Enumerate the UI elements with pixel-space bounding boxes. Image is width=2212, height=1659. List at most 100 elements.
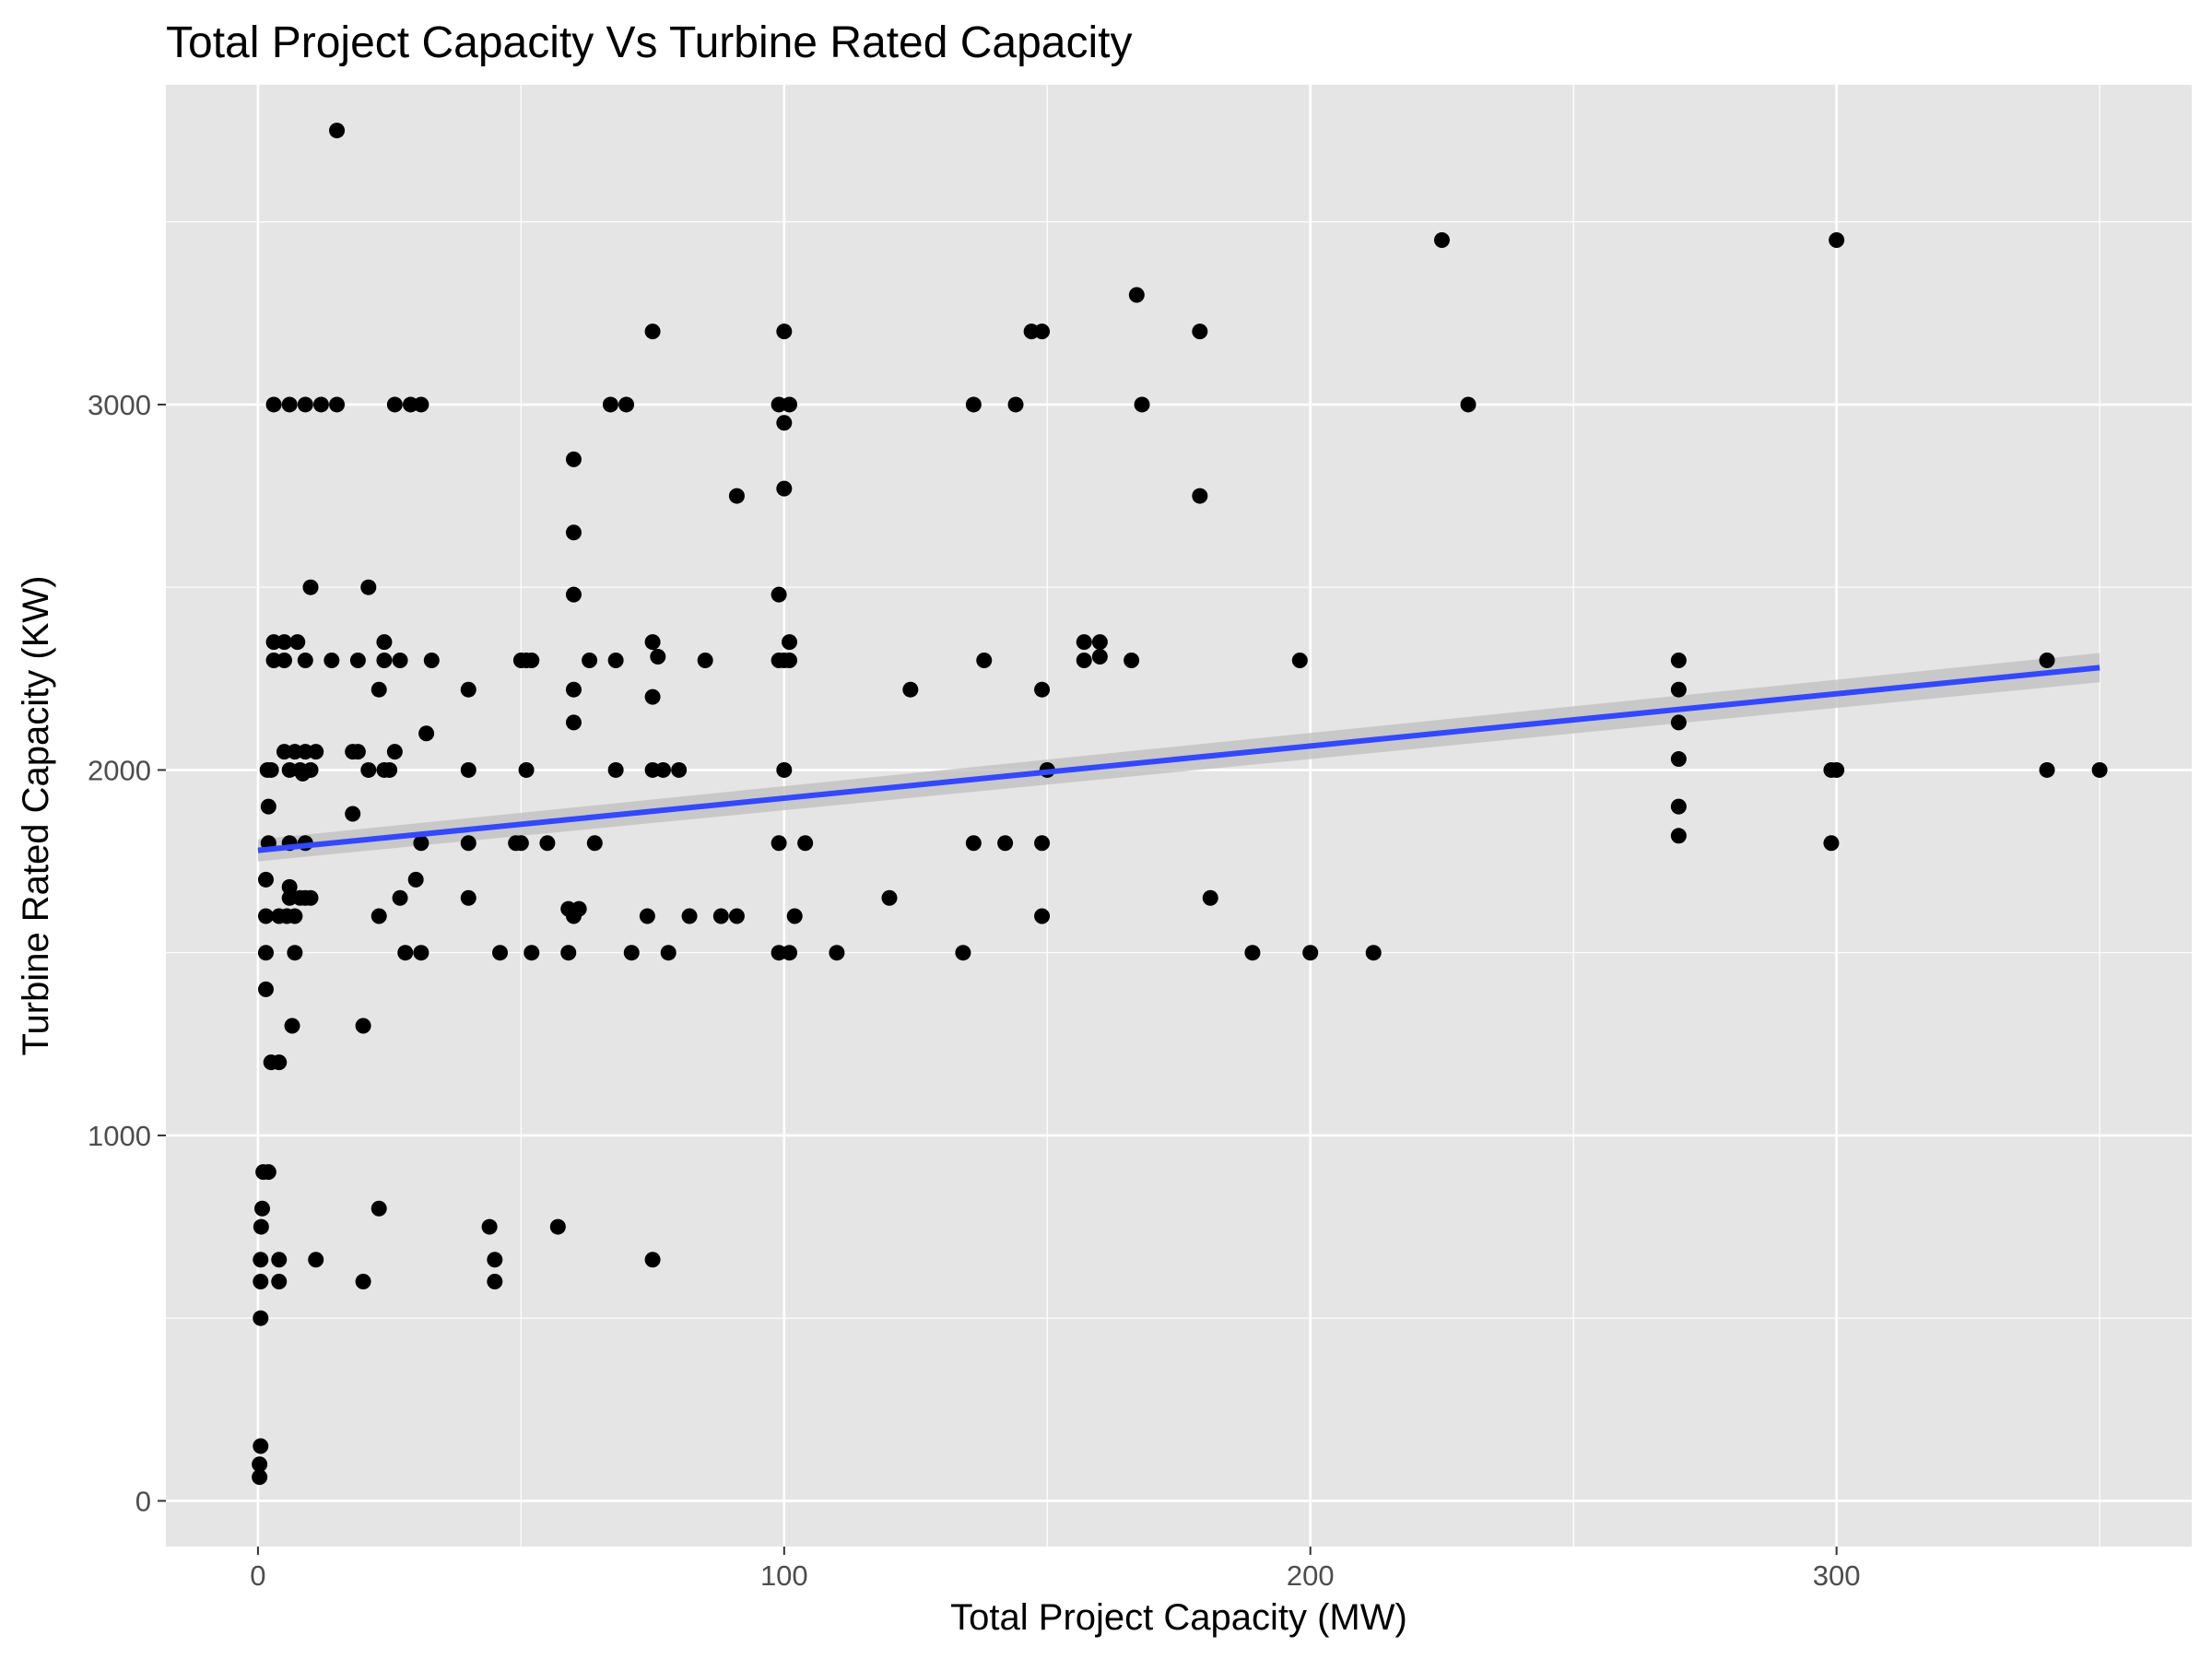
data-point (329, 396, 346, 413)
data-point (487, 1252, 503, 1268)
data-point (257, 871, 274, 888)
data-point (271, 1054, 288, 1071)
data-point (539, 835, 556, 852)
data-point (386, 744, 403, 760)
data-point (782, 634, 798, 651)
x-tick-label: 300 (1813, 1559, 1861, 1592)
data-point (586, 835, 603, 852)
data-point (487, 1274, 503, 1290)
data-point (776, 480, 793, 497)
data-point (260, 1164, 276, 1181)
data-point (881, 889, 898, 906)
data-point (829, 945, 845, 961)
data-point (345, 806, 361, 822)
data-point (782, 945, 798, 961)
data-point (302, 889, 319, 906)
data-point (287, 945, 303, 961)
data-point (1076, 652, 1092, 668)
data-point (418, 725, 435, 742)
data-point (776, 415, 793, 431)
data-point (1076, 634, 1092, 651)
data-point (1244, 945, 1261, 961)
data-point (965, 835, 982, 852)
data-point (460, 681, 477, 698)
data-point (1670, 681, 1687, 698)
plot-panel (166, 85, 2192, 1547)
data-point (1034, 324, 1051, 340)
data-point (257, 945, 274, 961)
data-point (355, 1274, 371, 1290)
data-point (518, 761, 535, 778)
data-point (1829, 232, 1845, 249)
data-point (1670, 828, 1687, 844)
data-point (297, 652, 313, 668)
data-point (355, 1018, 371, 1034)
x-tick-label: 100 (760, 1559, 808, 1592)
data-point (782, 652, 798, 668)
major-gridlines (166, 85, 2192, 1547)
data-point (681, 908, 698, 924)
data-point (253, 1252, 269, 1268)
data-point (549, 1218, 566, 1235)
data-point (252, 1469, 268, 1486)
data-point (786, 908, 803, 924)
data-point (607, 761, 624, 778)
data-point (1460, 396, 1477, 413)
data-point (413, 396, 429, 413)
data-point (407, 871, 424, 888)
data-point (782, 396, 798, 413)
data-point (289, 634, 306, 651)
data-point (382, 761, 398, 778)
data-point (371, 1200, 387, 1217)
data-point (1192, 488, 1208, 504)
data-point (1291, 652, 1308, 668)
data-point (697, 652, 713, 668)
data-point (392, 889, 408, 906)
data-point (460, 835, 477, 852)
data-point (253, 1218, 269, 1235)
data-point (1007, 396, 1024, 413)
data-point (997, 835, 1014, 852)
y-tick-label: 2000 (88, 754, 151, 786)
x-tick-label: 200 (1287, 1559, 1335, 1592)
chart-title: Total Project Capacity Vs Turbine Rated … (166, 18, 1133, 67)
data-point (797, 835, 814, 852)
data-point (392, 652, 408, 668)
data-point (371, 681, 387, 698)
data-point (1670, 751, 1687, 768)
data-point (423, 652, 440, 668)
data-point (728, 488, 745, 504)
data-point (1091, 649, 1108, 665)
data-point (1670, 652, 1687, 668)
data-point (671, 761, 688, 778)
data-point (252, 1456, 268, 1473)
data-point (308, 744, 324, 760)
data-point (1670, 798, 1687, 815)
data-point (413, 945, 429, 961)
data-point (324, 652, 340, 668)
data-point (284, 1018, 300, 1034)
data-point (565, 714, 582, 731)
data-points (252, 123, 2108, 1486)
data-point (302, 761, 319, 778)
data-point (902, 681, 919, 698)
y-axis-ticks: 0 1000 2000 3000 (88, 389, 166, 1517)
data-point (271, 1274, 288, 1290)
x-tick-label: 0 (250, 1559, 265, 1592)
data-point (976, 652, 993, 668)
data-point (349, 652, 366, 668)
data-point (623, 945, 640, 961)
data-point (712, 908, 729, 924)
data-point (565, 681, 582, 698)
data-point (492, 945, 509, 961)
data-point (349, 744, 366, 760)
y-tick-label: 3000 (88, 389, 151, 421)
data-point (360, 579, 377, 595)
data-point (297, 396, 313, 413)
data-point (260, 798, 276, 815)
data-point (1034, 908, 1051, 924)
data-point (253, 1310, 269, 1326)
data-point (1433, 232, 1450, 249)
data-point (257, 908, 274, 924)
data-point (376, 652, 393, 668)
